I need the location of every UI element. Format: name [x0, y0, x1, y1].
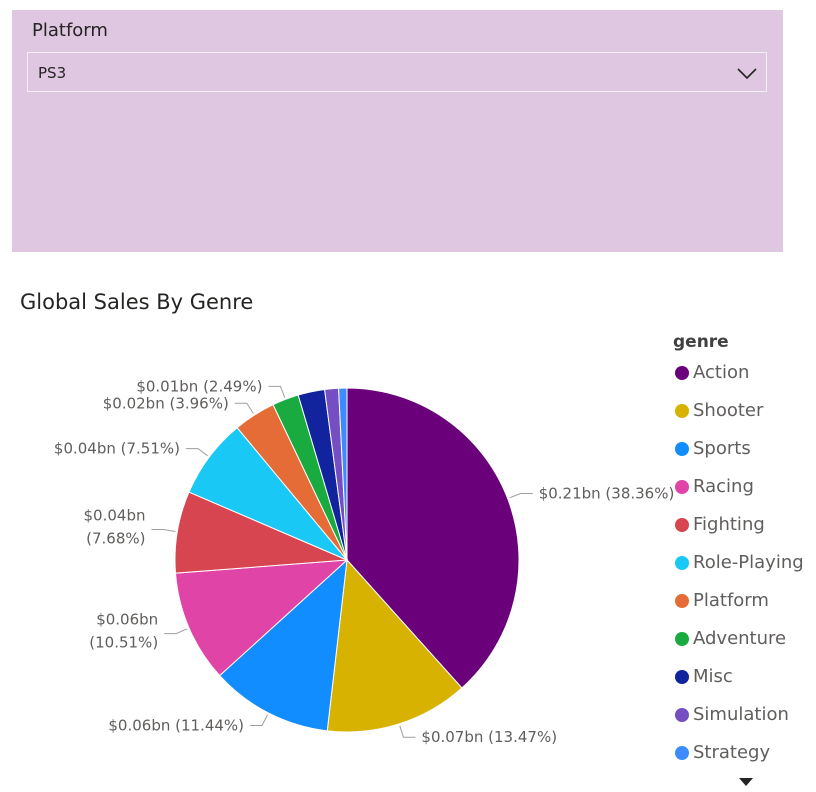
leader-line-racing [164, 629, 187, 634]
legend-item-role-playing[interactable]: Role-Playing [673, 544, 804, 582]
legend-marker [675, 442, 689, 456]
legend-marker [675, 632, 689, 646]
leader-line-shooter [400, 726, 416, 737]
legend-label: Shooter [693, 400, 763, 421]
legend-item-misc[interactable]: Misc [673, 658, 804, 696]
leader-line-action [509, 493, 532, 497]
legend-label: Adventure [693, 628, 786, 649]
legend-label: Fighting [693, 514, 765, 535]
legend-item-action[interactable]: Action [673, 354, 804, 392]
legend-label: Strategy [693, 742, 770, 763]
legend-marker [675, 480, 689, 494]
legend-item-shooter[interactable]: Shooter [673, 392, 804, 430]
data-label-shooter: $0.07bn (13.47%) [421, 728, 557, 746]
leader-line-adventure [268, 386, 284, 397]
legend-scroll-down-icon[interactable] [739, 778, 753, 786]
legend-marker [675, 670, 689, 684]
leader-line-fighting [152, 530, 176, 532]
legend-marker [675, 594, 689, 608]
data-label-racing: (10.51%) [89, 634, 158, 652]
legend-marker [675, 746, 689, 760]
leader-line-role-playing [186, 449, 208, 456]
data-label-fighting: (7.68%) [86, 530, 145, 548]
legend-label: Platform [693, 590, 769, 611]
data-label-racing: $0.06bn [96, 611, 158, 629]
leader-line-platform [235, 403, 253, 413]
data-label-role-playing: $0.04bn (7.51%) [54, 440, 180, 458]
leader-line-sports [250, 715, 267, 726]
legend-label: Misc [693, 666, 733, 687]
legend-marker [675, 556, 689, 570]
legend-marker [675, 518, 689, 532]
legend-item-racing[interactable]: Racing [673, 468, 804, 506]
legend-item-adventure[interactable]: Adventure [673, 620, 804, 658]
legend: genre Action Shooter Sports Racing Fighting R… [673, 330, 804, 772]
legend-marker [675, 366, 689, 380]
data-label-action: $0.21bn (38.36%) [539, 484, 675, 502]
legend-item-fighting[interactable]: Fighting [673, 506, 804, 544]
data-label-fighting: $0.04bn [84, 507, 146, 525]
legend-item-sports[interactable]: Sports [673, 430, 804, 468]
data-label-sports: $0.06bn (11.44%) [108, 716, 244, 734]
legend-label: Racing [693, 476, 754, 497]
legend-title: genre [673, 330, 804, 354]
legend-label: Sports [693, 438, 751, 459]
legend-label: Action [693, 362, 749, 383]
legend-item-strategy[interactable]: Strategy [673, 734, 804, 772]
legend-marker [675, 708, 689, 722]
data-label-platform: $0.02bn (3.96%) [103, 394, 229, 412]
data-label-adventure: $0.01bn (2.49%) [136, 377, 262, 395]
legend-label: Role-Playing [693, 552, 804, 573]
legend-item-platform[interactable]: Platform [673, 582, 804, 620]
legend-item-simulation[interactable]: Simulation [673, 696, 804, 734]
legend-marker [675, 404, 689, 418]
legend-label: Simulation [693, 704, 789, 725]
